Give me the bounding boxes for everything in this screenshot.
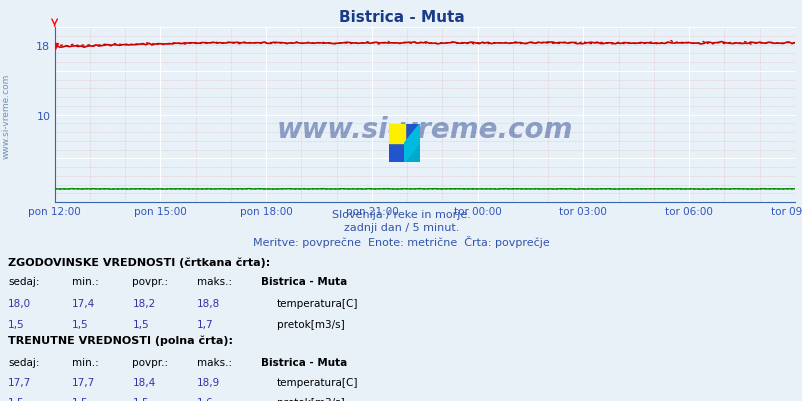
Text: povpr.:: povpr.: — [132, 277, 168, 287]
Text: 17,7: 17,7 — [8, 377, 31, 387]
Text: Bistrica - Muta: Bistrica - Muta — [338, 10, 464, 25]
Text: 1,6: 1,6 — [196, 397, 213, 401]
Text: zadnji dan / 5 minut.: zadnji dan / 5 minut. — [343, 223, 459, 233]
Text: temperatura[C]: temperatura[C] — [277, 299, 358, 309]
Text: 1,5: 1,5 — [132, 397, 149, 401]
Text: Slovenija / reke in morje.: Slovenija / reke in morje. — [332, 209, 470, 219]
Text: Bistrica - Muta: Bistrica - Muta — [261, 357, 346, 367]
Text: 18,9: 18,9 — [196, 377, 220, 387]
Text: sedaj:: sedaj: — [8, 357, 39, 367]
Text: sedaj:: sedaj: — [8, 277, 39, 287]
Text: 18,2: 18,2 — [132, 299, 156, 309]
Text: temperatura[C]: temperatura[C] — [277, 377, 358, 387]
Text: 1,5: 1,5 — [72, 397, 89, 401]
Text: povpr.:: povpr.: — [132, 357, 168, 367]
Text: pretok[m3/s]: pretok[m3/s] — [277, 319, 344, 329]
Text: 18,0: 18,0 — [8, 299, 31, 309]
Text: maks.:: maks.: — [196, 277, 232, 287]
Polygon shape — [404, 124, 419, 162]
Text: www.si-vreme.com: www.si-vreme.com — [2, 74, 11, 159]
Text: TRENUTNE VREDNOSTI (polna črta):: TRENUTNE VREDNOSTI (polna črta): — [8, 335, 233, 345]
Text: Bistrica - Muta: Bistrica - Muta — [261, 277, 346, 287]
Text: min.:: min.: — [72, 357, 99, 367]
Text: Meritve: povprečne  Enote: metrične  Črta: povprečje: Meritve: povprečne Enote: metrične Črta:… — [253, 236, 549, 248]
Text: ZGODOVINSKE VREDNOSTI (črtkana črta):: ZGODOVINSKE VREDNOSTI (črtkana črta): — [8, 257, 270, 267]
Text: 1,5: 1,5 — [132, 319, 149, 329]
Bar — [389, 124, 404, 143]
Text: 17,7: 17,7 — [72, 377, 95, 387]
Bar — [404, 143, 419, 162]
Text: 1,5: 1,5 — [8, 319, 25, 329]
Text: maks.:: maks.: — [196, 357, 232, 367]
Text: 1,7: 1,7 — [196, 319, 213, 329]
Text: min.:: min.: — [72, 277, 99, 287]
Text: pretok[m3/s]: pretok[m3/s] — [277, 397, 344, 401]
Text: 1,5: 1,5 — [72, 319, 89, 329]
Text: 18,8: 18,8 — [196, 299, 220, 309]
Text: 17,4: 17,4 — [72, 299, 95, 309]
Text: www.si-vreme.com: www.si-vreme.com — [276, 115, 573, 143]
Text: 1,5: 1,5 — [8, 397, 25, 401]
Text: 18,4: 18,4 — [132, 377, 156, 387]
